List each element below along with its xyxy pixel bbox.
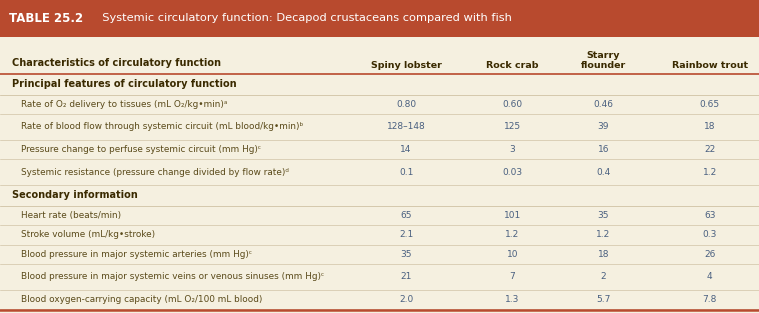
Text: 21: 21 bbox=[401, 272, 411, 281]
Text: Systemic circulatory function: Decapod crustaceans compared with fish: Systemic circulatory function: Decapod c… bbox=[95, 13, 512, 23]
Text: 5.7: 5.7 bbox=[597, 295, 610, 304]
Text: Spiny lobster: Spiny lobster bbox=[370, 61, 442, 70]
Text: Heart rate (beats/min): Heart rate (beats/min) bbox=[21, 211, 121, 220]
Text: 22: 22 bbox=[704, 145, 715, 154]
FancyBboxPatch shape bbox=[0, 0, 759, 37]
Text: 39: 39 bbox=[597, 122, 609, 131]
Text: 101: 101 bbox=[504, 211, 521, 220]
Text: Starry
flounder: Starry flounder bbox=[581, 51, 626, 70]
Text: 0.80: 0.80 bbox=[396, 100, 416, 109]
Text: 0.46: 0.46 bbox=[594, 100, 613, 109]
Text: Pressure change to perfuse systemic circuit (mm Hg)ᶜ: Pressure change to perfuse systemic circ… bbox=[21, 145, 261, 154]
Text: Blood pressure in major systemic veins or venous sinuses (mm Hg)ᶜ: Blood pressure in major systemic veins o… bbox=[21, 272, 325, 281]
Text: Rate of O₂ delivery to tissues (mL O₂/kg•min)ᵃ: Rate of O₂ delivery to tissues (mL O₂/kg… bbox=[21, 100, 228, 109]
Text: Characteristics of circulatory function: Characteristics of circulatory function bbox=[12, 58, 221, 68]
Text: Blood pressure in major systemic arteries (mm Hg)ᶜ: Blood pressure in major systemic arterie… bbox=[21, 250, 253, 259]
Text: 35: 35 bbox=[597, 211, 609, 220]
Text: 7: 7 bbox=[509, 272, 515, 281]
Text: 7.8: 7.8 bbox=[703, 295, 716, 304]
Text: Stroke volume (mL/kg•stroke): Stroke volume (mL/kg•stroke) bbox=[21, 230, 156, 239]
Text: 0.65: 0.65 bbox=[700, 100, 720, 109]
Text: TABLE 25.2: TABLE 25.2 bbox=[9, 12, 83, 25]
Text: 0.4: 0.4 bbox=[597, 168, 610, 177]
Text: 14: 14 bbox=[401, 145, 411, 154]
Text: 2: 2 bbox=[600, 272, 606, 281]
Text: 0.1: 0.1 bbox=[399, 168, 413, 177]
Text: 1.2: 1.2 bbox=[703, 168, 716, 177]
Text: 26: 26 bbox=[704, 250, 715, 259]
Text: 63: 63 bbox=[704, 211, 716, 220]
Text: 18: 18 bbox=[597, 250, 609, 259]
Text: Blood oxygen-carrying capacity (mL O₂/100 mL blood): Blood oxygen-carrying capacity (mL O₂/10… bbox=[21, 295, 263, 304]
Text: Principal features of circulatory function: Principal features of circulatory functi… bbox=[12, 79, 237, 89]
Text: Secondary information: Secondary information bbox=[12, 190, 138, 200]
Text: 0.3: 0.3 bbox=[703, 230, 716, 239]
Text: Systemic resistance (pressure change divided by flow rate)ᵈ: Systemic resistance (pressure change div… bbox=[21, 168, 289, 177]
Text: Rainbow trout: Rainbow trout bbox=[672, 61, 748, 70]
Text: 125: 125 bbox=[504, 122, 521, 131]
Text: 3: 3 bbox=[509, 145, 515, 154]
Text: 2.0: 2.0 bbox=[399, 295, 413, 304]
Text: 2.1: 2.1 bbox=[399, 230, 413, 239]
Text: 4: 4 bbox=[707, 272, 713, 281]
Text: 1.3: 1.3 bbox=[505, 295, 519, 304]
Text: 0.60: 0.60 bbox=[502, 100, 522, 109]
Text: Rock crab: Rock crab bbox=[486, 61, 539, 70]
Text: 1.2: 1.2 bbox=[505, 230, 519, 239]
Text: Rate of blood flow through systemic circuit (mL blood/kg•min)ᵇ: Rate of blood flow through systemic circ… bbox=[21, 122, 304, 131]
Text: 128–148: 128–148 bbox=[386, 122, 426, 131]
Text: 35: 35 bbox=[400, 250, 412, 259]
Text: 1.2: 1.2 bbox=[597, 230, 610, 239]
Text: 18: 18 bbox=[704, 122, 716, 131]
Text: 0.03: 0.03 bbox=[502, 168, 522, 177]
Text: 65: 65 bbox=[400, 211, 412, 220]
Text: 10: 10 bbox=[506, 250, 518, 259]
Text: 16: 16 bbox=[597, 145, 609, 154]
